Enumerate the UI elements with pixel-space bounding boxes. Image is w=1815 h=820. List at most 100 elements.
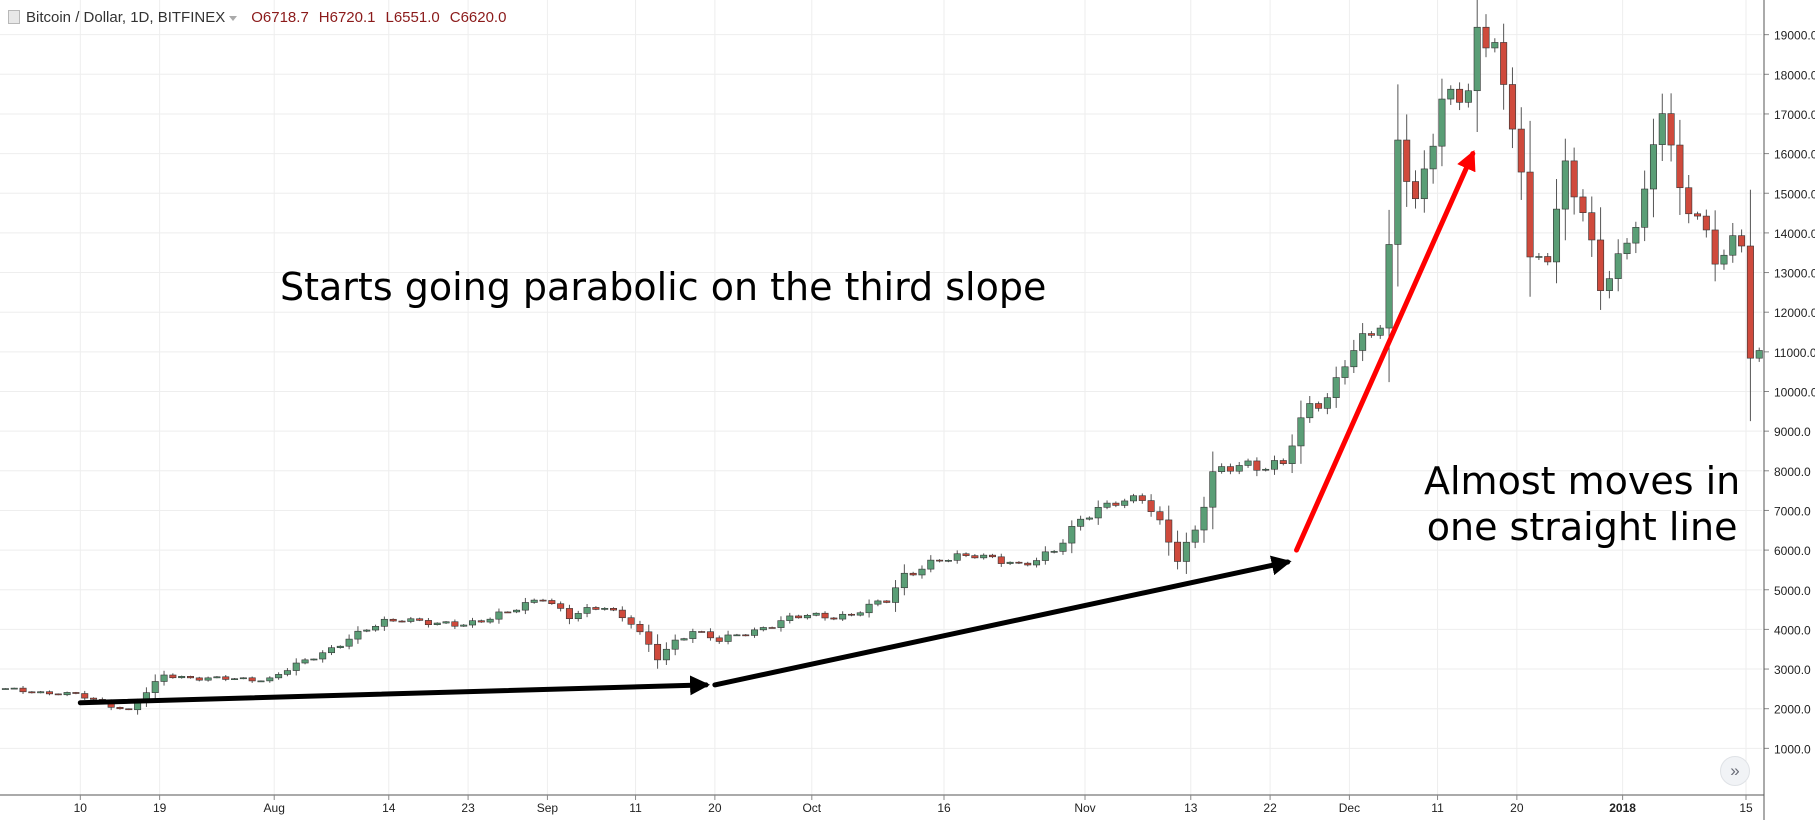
- y-tick-label: 19000.0: [1774, 29, 1815, 43]
- candle-down: [1226, 466, 1234, 472]
- candle-up: [1376, 327, 1384, 336]
- candle-down: [636, 624, 644, 633]
- candle-down: [1500, 42, 1508, 85]
- candle-up: [1447, 88, 1455, 100]
- candle-up: [1, 688, 9, 690]
- y-tick-label: 15000.0: [1774, 187, 1815, 201]
- x-tick-label: Oct: [802, 801, 821, 815]
- candle-up: [1632, 227, 1640, 244]
- candle-down: [936, 559, 944, 562]
- y-tick-label: 2000.0: [1774, 703, 1811, 717]
- candle-up: [786, 615, 794, 621]
- black-arrow: [77, 675, 711, 706]
- candle-up: [231, 678, 239, 680]
- candle-up: [812, 612, 820, 616]
- y-tick-label: 13000.0: [1774, 267, 1815, 281]
- candle-up: [257, 680, 265, 683]
- candle-up: [874, 600, 882, 605]
- candle-down: [248, 677, 256, 682]
- chart-header: Bitcoin / Dollar, 1D, BITFINEX O6718.7 H…: [8, 6, 516, 28]
- candle-up: [1720, 254, 1728, 265]
- candle-up: [521, 602, 529, 611]
- close-value: C6620.0: [449, 8, 507, 26]
- y-tick-label: 20000.0: [1774, 0, 1815, 3]
- candle-up: [1059, 542, 1067, 552]
- x-tick-label: Sep: [537, 801, 559, 815]
- candle-up: [10, 687, 18, 690]
- candle-up: [1464, 90, 1472, 103]
- candle-up: [1244, 460, 1252, 466]
- candle-up: [407, 618, 415, 622]
- candle-up: [1068, 526, 1076, 544]
- candle-up: [1077, 518, 1085, 527]
- candle-down: [654, 643, 662, 661]
- candle-up: [1182, 541, 1190, 562]
- candle-down: [539, 599, 547, 602]
- candle-down: [698, 631, 706, 633]
- candle-up: [310, 658, 318, 661]
- candle-up: [1429, 145, 1437, 170]
- candle-up: [1535, 256, 1543, 258]
- candle-up: [160, 674, 168, 682]
- candle-up: [1561, 160, 1569, 210]
- candle-up: [1385, 244, 1393, 329]
- candle-up: [37, 691, 45, 694]
- candle-down: [645, 631, 653, 645]
- candle-up: [469, 620, 477, 626]
- candle-up: [1341, 366, 1349, 378]
- y-axis[interactable]: 1000.0 2000.0 3000.0 4000.0 5000.0 6000.0 7000…: [1763, 0, 1815, 820]
- candle-down: [997, 556, 1005, 564]
- y-tick-label: 14000.0: [1774, 227, 1815, 241]
- candle-up: [1420, 168, 1428, 200]
- candle-down: [1711, 229, 1719, 265]
- y-tick-label: 10000.0: [1774, 386, 1815, 400]
- candle-down: [1588, 212, 1596, 241]
- red-arrow: [1294, 149, 1476, 553]
- candle-down: [1570, 160, 1578, 198]
- symbol-title[interactable]: Bitcoin / Dollar, 1D, BITFINEX: [26, 8, 226, 26]
- candle-up: [1129, 495, 1137, 502]
- y-tick-label: 3000.0: [1774, 663, 1811, 677]
- candle-up: [336, 645, 344, 648]
- candle-up: [662, 648, 670, 661]
- candle-up: [372, 626, 380, 631]
- candle-up: [944, 560, 952, 562]
- candle-down: [1112, 502, 1120, 506]
- candle-down: [186, 676, 194, 679]
- candle-up: [671, 639, 679, 650]
- scroll-to-realtime-button[interactable]: »: [1720, 756, 1750, 786]
- candle-down: [81, 693, 89, 699]
- x-tick-label: Aug: [264, 801, 285, 815]
- candle-up: [380, 618, 388, 627]
- candle-down: [1579, 196, 1587, 213]
- y-tick-label: 17000.0: [1774, 108, 1815, 122]
- candle-up: [178, 676, 186, 679]
- candle-up: [319, 652, 327, 660]
- candle-up: [1200, 506, 1208, 531]
- x-tick-label: 16: [937, 801, 951, 815]
- candle-up: [803, 614, 811, 619]
- candle-up: [900, 572, 908, 589]
- candle-up: [892, 587, 900, 603]
- candle-down: [116, 707, 124, 710]
- candle-down: [1597, 239, 1605, 291]
- candle-down: [389, 618, 397, 622]
- candle-up: [1350, 350, 1358, 368]
- candle-down: [847, 613, 855, 616]
- candle-up: [759, 627, 767, 631]
- caret-down-icon[interactable]: [229, 15, 238, 21]
- candle-down: [477, 620, 485, 623]
- candle-up: [980, 554, 988, 559]
- candle-down: [821, 612, 829, 619]
- candle-down: [548, 600, 556, 605]
- candle-down: [1279, 460, 1287, 464]
- candle-down: [28, 691, 36, 694]
- y-tick-label: 12000.0: [1774, 306, 1815, 320]
- candle-up: [460, 624, 468, 627]
- candle-down: [1253, 460, 1261, 471]
- candle-down: [424, 620, 432, 626]
- candle-down: [1676, 144, 1684, 189]
- candle-up: [1191, 529, 1199, 543]
- candle-up: [1729, 235, 1737, 256]
